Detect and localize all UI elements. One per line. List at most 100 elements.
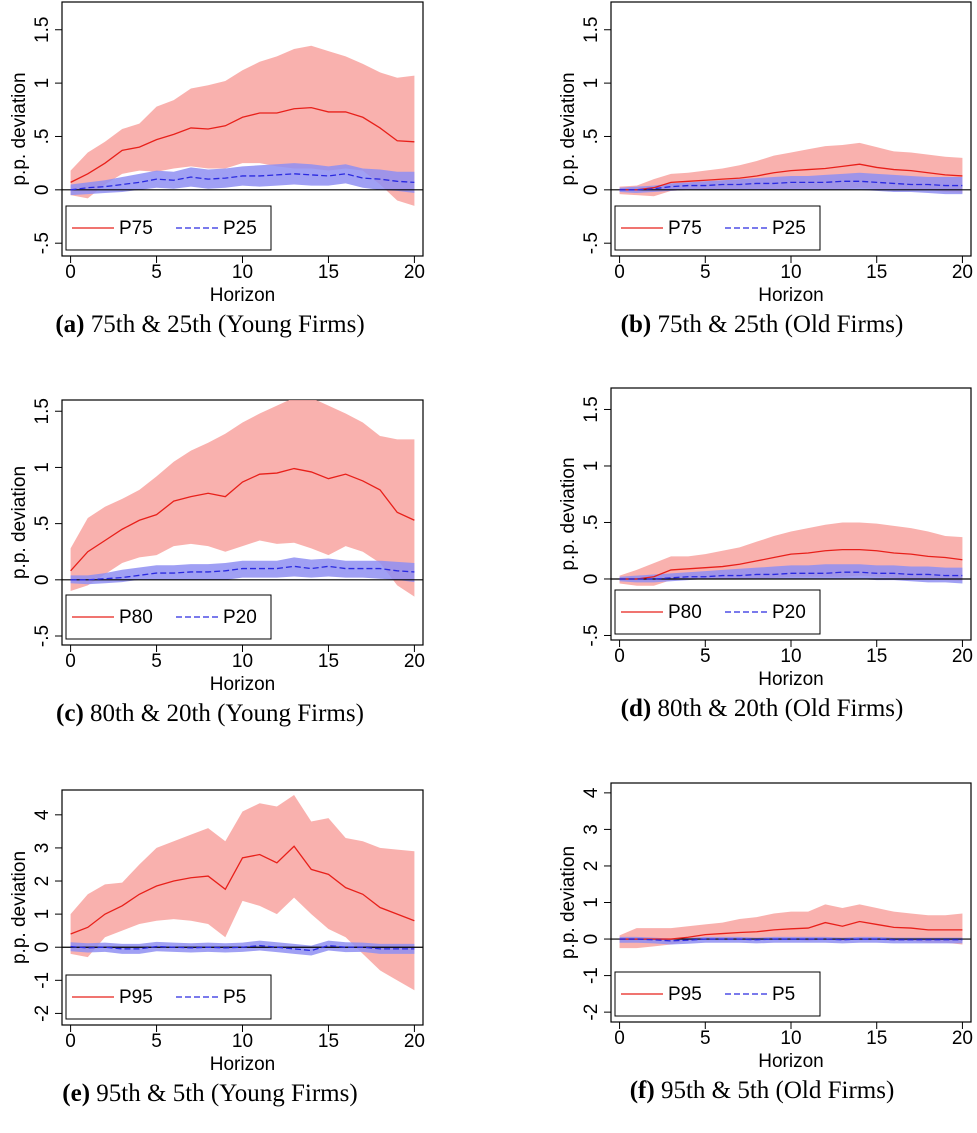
x-tick-label: 0	[614, 646, 625, 667]
y-tick-label: 4	[581, 787, 602, 798]
y-tick-label: 1	[581, 461, 602, 472]
y-tick-label: 0	[32, 942, 53, 953]
y-tick-label: -.5	[581, 624, 602, 646]
caption-text: 80th & 20th (Old Firms)	[657, 695, 903, 722]
x-tick-label: 5	[700, 262, 711, 283]
y-tick-label: -.5	[32, 625, 53, 647]
confidence-band	[70, 794, 415, 991]
confidence-band	[619, 172, 963, 195]
plot-area	[611, 522, 971, 586]
y-tick-label: .5	[581, 129, 602, 145]
series-line	[619, 163, 963, 191]
y-tick-label: -1	[581, 967, 602, 984]
panel: 0 5 10 15 20 -2 -1 0 1 2 3 4 Horizon p.p. deviation P9…	[558, 782, 973, 1104]
legend-label: P95	[119, 987, 153, 1008]
y-tick-label: 1.5	[581, 17, 602, 43]
x-tick-label: 15	[318, 262, 339, 283]
plot-area	[62, 794, 423, 991]
x-tick-label: 5	[700, 646, 711, 667]
x-tick-label: 20	[952, 646, 973, 667]
x-tick-label: 15	[866, 262, 887, 283]
legend-label: P80	[668, 602, 702, 623]
x-tick-label: 0	[65, 651, 76, 672]
panel: 0 5 10 15 20 -.5 0 .5 1 1.5 Horizon p.p. deviation P…	[558, 387, 973, 722]
caption-text: 95th & 5th (Young Firms)	[96, 1080, 357, 1107]
series-line	[619, 938, 963, 942]
y-tick-label: 1	[581, 78, 602, 89]
x-tick-label: 15	[866, 1028, 887, 1049]
caption: (f) 95th & 5th (Old Firms)	[630, 1077, 895, 1104]
legend-label: P25	[772, 218, 806, 239]
x-tick-label: 10	[232, 651, 253, 672]
caption-label: (c)	[56, 700, 84, 727]
caption-text: 75th & 25th (Young Firms)	[91, 311, 365, 338]
confidence-band	[70, 45, 415, 206]
y-tick-label: 2	[581, 861, 602, 872]
series-line	[70, 944, 415, 952]
plot-area	[62, 400, 423, 597]
caption: (b) 75th & 25th (Old Firms)	[621, 311, 904, 338]
y-tick-label: 4	[32, 809, 53, 820]
y-tick-label: 0	[581, 185, 602, 196]
caption: (d) 80th & 20th (Old Firms)	[621, 695, 904, 722]
plot-area	[611, 904, 971, 949]
x-tick-label: 5	[151, 651, 162, 672]
x-tick-label: 10	[780, 1028, 801, 1049]
y-tick-label: -2	[581, 1004, 602, 1021]
confidence-band	[70, 400, 415, 597]
x-axis-label: Horizon	[758, 669, 823, 690]
y-axis-label: p.p. deviation	[558, 72, 579, 185]
panel: 0 5 10 15 20 -2 -1 0 1 2 3 4 Horizon p.p. deviation P9…	[9, 789, 425, 1107]
legend-label: P80	[119, 607, 153, 628]
y-tick-label: 1	[32, 909, 53, 920]
x-axis-label: Horizon	[210, 285, 275, 306]
y-tick-label: 1.5	[32, 398, 53, 424]
y-tick-label: 0	[32, 185, 53, 196]
legend-label: P75	[119, 218, 153, 239]
series-line	[619, 920, 963, 940]
x-tick-label: 15	[318, 651, 339, 672]
x-tick-label: 0	[65, 1031, 76, 1052]
caption-text: 95th & 5th (Old Firms)	[661, 1077, 894, 1104]
series-line	[70, 173, 415, 191]
x-tick-label: 5	[700, 1028, 711, 1049]
y-tick-label: -1	[32, 972, 53, 989]
x-tick-label: 0	[614, 1028, 625, 1049]
series-line	[70, 845, 415, 935]
caption: (e) 95th & 5th (Young Firms)	[62, 1080, 357, 1107]
y-tick-label: 1	[581, 897, 602, 908]
legend-label: P20	[223, 607, 257, 628]
caption-label: (a)	[55, 311, 84, 338]
y-tick-label: -.5	[581, 232, 602, 254]
panel: 0 5 10 15 20 -.5 0 .5 1 1.5 Horizon p.p. deviation P…	[9, 398, 425, 727]
y-tick-label: -2	[32, 1005, 53, 1022]
x-axis-label: Horizon	[210, 1054, 275, 1075]
legend-label: P20	[772, 602, 806, 623]
series-line	[619, 180, 963, 191]
y-axis-label: p.p. deviation	[9, 466, 30, 579]
caption-text: 80th & 20th (Young Firms)	[90, 700, 364, 727]
y-tick-label: .5	[32, 516, 53, 532]
panel: 0 5 10 15 20 -.5 0 .5 1 1.5 Horizon p.p. deviation P…	[9, 1, 425, 338]
x-axis-label: Horizon	[210, 674, 275, 695]
series-line	[70, 565, 415, 581]
caption-text: 75th & 25th (Old Firms)	[657, 311, 903, 338]
x-tick-label: 20	[952, 1028, 973, 1049]
x-tick-label: 5	[151, 262, 162, 283]
y-axis-label: p.p. deviation	[9, 851, 30, 964]
x-axis-label: Horizon	[758, 1051, 823, 1072]
y-tick-label: 0	[581, 574, 602, 585]
x-tick-label: 20	[952, 262, 973, 283]
y-tick-label: 0	[581, 934, 602, 945]
legend-label: P25	[223, 218, 257, 239]
x-tick-label: 10	[780, 262, 801, 283]
x-tick-label: 10	[232, 1031, 253, 1052]
y-tick-label: 1.5	[32, 17, 53, 43]
confidence-band	[70, 557, 415, 585]
x-tick-label: 10	[780, 646, 801, 667]
caption-label: (b)	[621, 311, 652, 338]
x-tick-label: 20	[404, 262, 425, 283]
confidence-band	[70, 163, 415, 196]
y-tick-label: 1	[32, 78, 53, 89]
